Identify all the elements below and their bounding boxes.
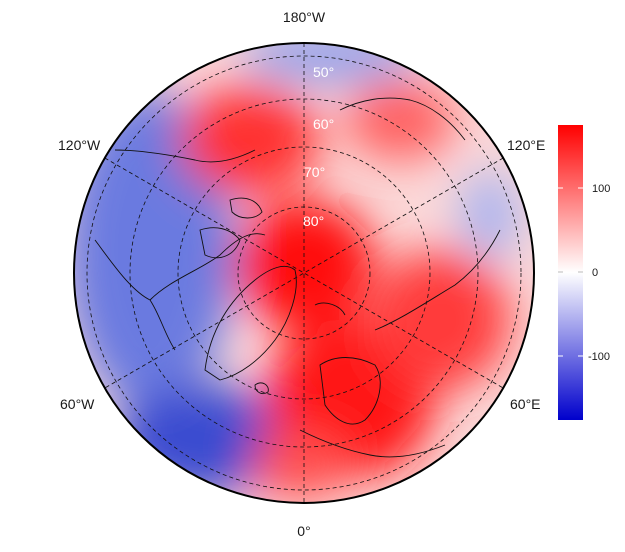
lon-label-0: 0°	[297, 523, 310, 539]
lat-label-60: 60°	[313, 116, 334, 132]
lon-label-60e: 60°E	[510, 396, 541, 412]
anomaly-field	[74, 43, 534, 503]
lat-circle-50	[86, 55, 522, 491]
colorbar-tick-neg100: -100	[588, 351, 610, 363]
siberia-coast	[374, 229, 501, 331]
map-boundary	[73, 42, 535, 504]
scandinavia-outline	[319, 357, 381, 425]
lat-label-50: 50°	[313, 64, 334, 80]
svalbard-outline	[314, 302, 346, 316]
red-region-south	[250, 430, 350, 500]
red-region-siberia	[370, 250, 510, 390]
arctic-island-1	[199, 227, 241, 259]
lon-label-120e: 120°E	[507, 137, 545, 153]
red-core-pole	[235, 200, 375, 330]
blue-region-east	[460, 170, 520, 260]
lon-label-60w: 60°W	[60, 396, 95, 412]
arctic-island-2	[229, 197, 263, 219]
colorbar: 100 0 -100	[558, 125, 610, 420]
east-siberia-coast	[339, 97, 466, 141]
alaska-coast	[114, 149, 256, 163]
lat-label-80: 80°	[303, 213, 324, 229]
lat-circle-70	[177, 146, 431, 400]
lat-label-70: 70°	[304, 164, 325, 180]
lon-label-120w: 120°W	[58, 137, 101, 153]
graticule	[86, 43, 522, 503]
red-region-north	[180, 85, 320, 195]
greenland-outline	[204, 266, 297, 381]
red-region-northeast	[345, 80, 455, 160]
europe-coast	[299, 429, 446, 458]
blue-region-north	[240, 43, 420, 85]
colorbar-tick-0: 0	[592, 267, 598, 279]
colorbar-tick-100: 100	[592, 183, 610, 195]
lon-label-180w: 180°W	[283, 9, 326, 25]
hudson-bay-coast	[94, 239, 176, 351]
